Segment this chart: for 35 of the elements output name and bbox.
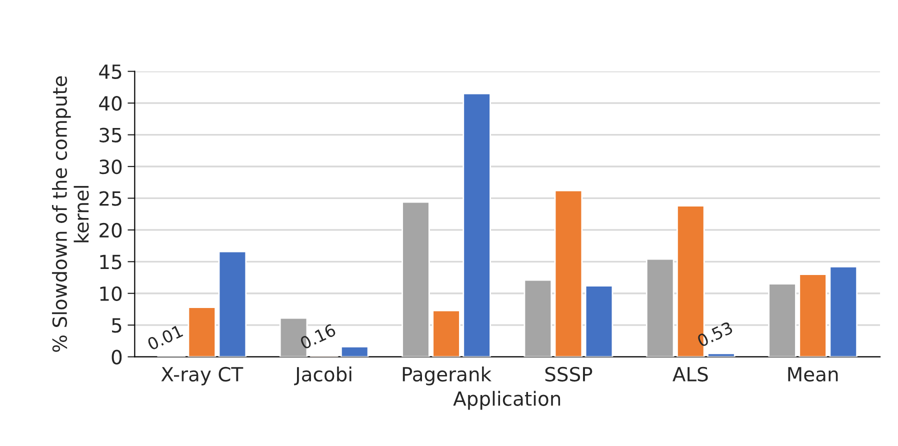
bar xyxy=(218,250,247,357)
bar xyxy=(707,352,736,357)
x-tick-label: Pagerank xyxy=(402,366,492,386)
bar xyxy=(798,274,827,357)
bar xyxy=(646,258,674,357)
bar xyxy=(340,346,369,357)
data-label: 0.53 xyxy=(696,321,734,348)
bar xyxy=(402,201,430,357)
y-tick-label: 35 xyxy=(100,128,122,142)
data-label: 0.16 xyxy=(299,323,336,350)
bar xyxy=(829,266,858,357)
y-tick-label: 25 xyxy=(100,191,122,206)
y-tick-label: 40 xyxy=(99,96,122,111)
x-tick-label: Jacobi xyxy=(294,366,352,386)
bar xyxy=(432,310,460,357)
y-axis-title: % Slowdown of the compute kernel xyxy=(52,76,89,352)
y-tick-label: 0 xyxy=(112,350,122,364)
bar xyxy=(584,285,614,357)
bar xyxy=(462,92,491,357)
data-label: 0.01 xyxy=(146,324,184,351)
y-tick-label: 30 xyxy=(100,159,122,174)
x-tick-label: ALS xyxy=(672,366,708,382)
y-tick-label: 5 xyxy=(112,318,122,333)
x-tick-label: Mean xyxy=(788,367,838,382)
x-tick-label: SSSP xyxy=(545,366,592,382)
y-tick-label: 15 xyxy=(100,254,122,270)
y-tick-label: 20 xyxy=(100,222,122,238)
bar xyxy=(554,190,583,357)
y-tick-label: 10 xyxy=(100,286,122,302)
x-axis-title: Application xyxy=(453,390,560,410)
bar xyxy=(768,283,796,357)
bar xyxy=(188,306,216,357)
y-tick-label: 45 xyxy=(99,64,122,80)
bar xyxy=(524,279,552,357)
x-tick-label: X-ray CT xyxy=(161,366,244,386)
